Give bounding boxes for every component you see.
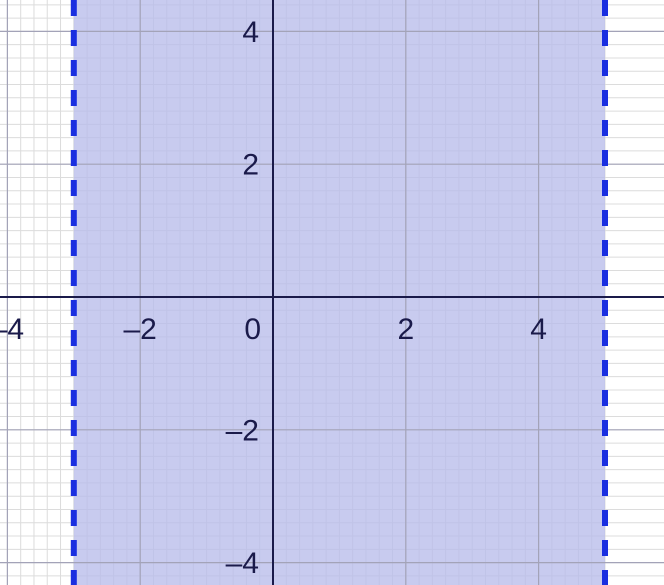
svg-text:–2: –2 (124, 313, 157, 346)
inequality-region-chart: –4 –2 0 2 4 –4 –2 2 4 (0, 0, 664, 585)
svg-text:–4: –4 (226, 547, 259, 580)
svg-text:4: 4 (242, 16, 259, 49)
svg-text:–4: –4 (0, 313, 24, 346)
svg-text:2: 2 (397, 313, 414, 346)
svg-text:2: 2 (242, 149, 259, 182)
svg-text:4: 4 (530, 313, 547, 346)
svg-text:–2: –2 (226, 414, 259, 447)
chart-svg: –4 –2 0 2 4 –4 –2 2 4 (0, 0, 664, 585)
svg-text:0: 0 (244, 313, 261, 346)
